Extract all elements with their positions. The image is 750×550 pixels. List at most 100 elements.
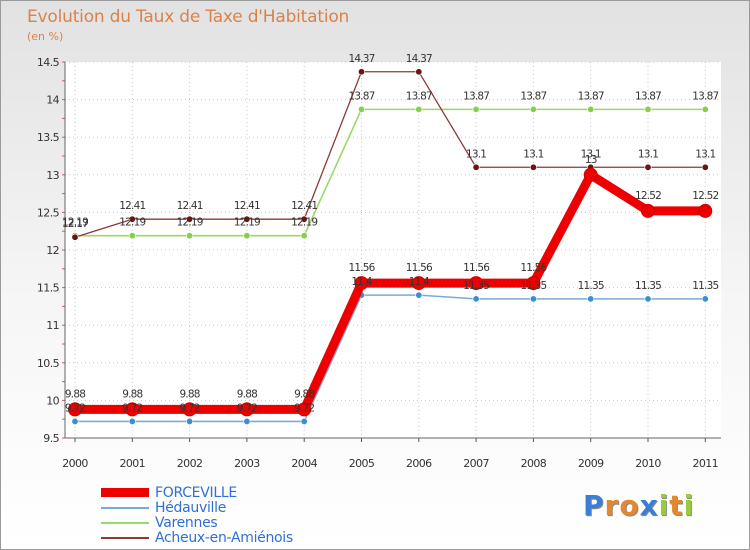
series-line-2 [74,108,707,237]
data-label: 13 [585,154,597,166]
data-point [644,163,652,171]
data-label: 13.87 [520,90,546,102]
data-point [300,232,308,240]
legend-swatch [101,506,149,509]
data-label: 13.1 [638,148,658,160]
data-point [297,402,312,417]
y-tick-label: 10 [46,394,59,407]
data-label: 11.4 [351,276,372,288]
data-point [354,276,369,291]
data-label: 14.37 [406,53,432,65]
y-tick-label: 11 [46,319,59,332]
legend-swatch [101,488,149,497]
data-point [125,402,140,417]
data-label: 9.72 [122,402,142,414]
data-label: 9.88 [180,388,200,400]
x-tick-label: 2008 [521,457,547,470]
data-label: 11.56 [348,262,375,274]
data-point [186,417,194,425]
legend-item: FORCEVILLE [101,484,293,501]
data-label: 12.52 [692,190,718,202]
data-label: 13.87 [348,90,374,102]
legend: FORCEVILLE Hédauville Varennes Acheux-en-Am… [101,484,293,546]
data-label: 13.87 [692,90,718,102]
y-tick-label: 14.5 [37,56,60,69]
y-tick-label: 12.5 [37,206,60,219]
data-label: 12.19 [234,217,260,229]
x-tick-label: 2005 [349,457,375,470]
data-label: 12.17 [62,218,88,230]
data-label: 12.41 [234,200,260,212]
data-point [701,163,709,171]
data-label: 12.19 [119,217,145,229]
x-tick-label: 2010 [635,457,661,470]
series-line-3 [74,71,706,238]
legend-label: Varennes [155,514,218,531]
data-point [128,417,136,425]
y-tick-label: 9.5 [43,432,59,445]
data-label: 12.41 [177,200,203,212]
data-label: 12.19 [62,217,88,229]
y-tick-label: 13.5 [37,131,60,144]
data-point [68,402,82,417]
proxiti-logo: Proxiti [583,489,695,522]
chart-title: Evolution du Taux de Taxe d'Habitation [27,7,350,27]
data-point [641,203,655,218]
data-label: 11.56 [406,262,433,274]
data-point [300,215,308,223]
legend-label: FORCEVILLE [155,484,237,501]
data-label: 11.35 [520,280,546,292]
data-point [71,233,79,241]
x-tick-label: 2001 [119,457,145,470]
data-point [469,276,484,291]
data-point [411,276,426,291]
data-label: 11.35 [463,280,489,292]
data-point [128,215,136,223]
y-tick-label: 13 [46,169,59,182]
data-label: 14.37 [348,53,374,65]
data-point [529,105,537,113]
y-tick-label: 10.5 [37,357,60,370]
data-point [472,105,480,113]
data-label: 13.1 [523,148,543,160]
data-label: 9.72 [237,402,257,414]
legend-swatch [101,536,149,539]
data-point [243,232,251,240]
data-point [71,417,79,425]
data-point [472,163,480,171]
x-tick-label: 2000 [62,457,88,470]
data-point [243,215,251,223]
data-label: 13.87 [406,90,432,102]
y-axis-unit-label: (en %) [27,30,64,43]
data-label: 12.52 [635,190,661,202]
y-tick-label: 11.5 [37,282,60,295]
data-label: 13.87 [635,90,661,102]
data-point [128,232,136,240]
data-label: 13.87 [578,90,604,102]
x-tick-label: 2006 [406,457,432,470]
data-label: 12.19 [291,217,317,229]
data-label: 13.87 [463,90,489,102]
data-label: 12.19 [177,217,203,229]
data-label: 13.1 [466,148,486,160]
legend-item: Varennes [101,514,293,531]
data-label: 9.72 [65,402,85,414]
y-tick-label: 12 [46,244,59,257]
data-point [415,68,423,76]
series-line-0 [70,170,710,414]
data-point [526,276,541,291]
data-label: 11.35 [578,280,604,292]
data-point [357,105,365,113]
data-label: 9.88 [237,388,257,400]
data-label: 13.1 [695,148,715,160]
data-point [644,295,652,303]
data-point [587,105,595,113]
x-tick-label: 2004 [291,457,317,470]
legend-label: Acheux-en-Amiénois [155,529,293,546]
data-label: 13.1 [581,148,601,160]
y-tick-label: 14 [46,94,59,107]
data-label: 9.88 [65,388,85,400]
legend-swatch [101,521,149,524]
data-label: 9.72 [294,402,314,414]
